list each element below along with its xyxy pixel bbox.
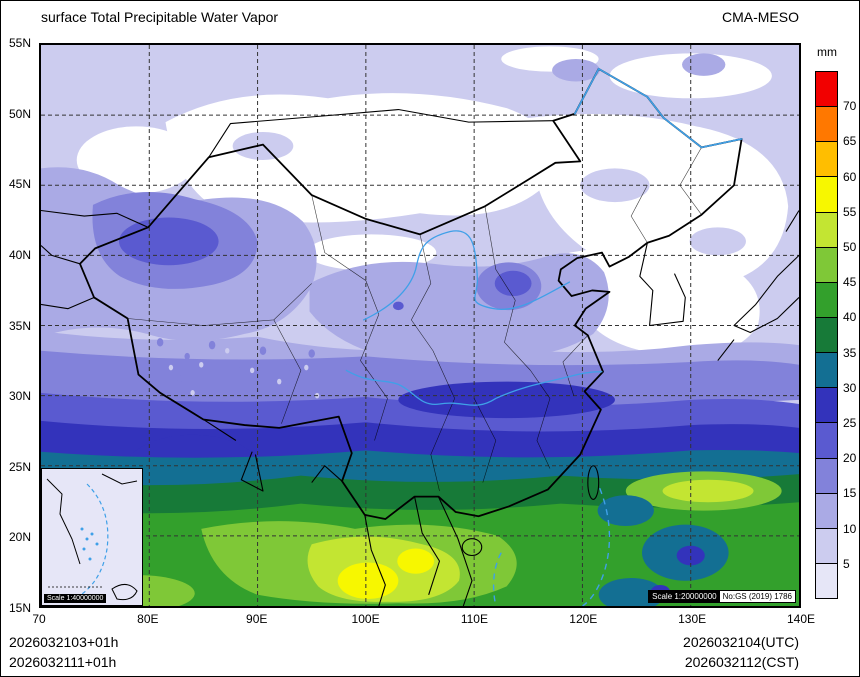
y-tick-label: 40N xyxy=(8,247,31,262)
hainan-island xyxy=(462,539,481,556)
map-gs-number: No:GS (2019) 1786 xyxy=(719,591,795,602)
init-time-line2: 2026032111+01h xyxy=(9,654,117,671)
x-axis-labels: 70 80E 90E 100E 110E 120E 130E 140E xyxy=(32,612,815,630)
colorbar-tick-label: 40 xyxy=(843,310,857,325)
korea-coast xyxy=(640,243,685,326)
inset-scale-label: Scale 1:40000000 xyxy=(44,594,107,603)
model-name: CMA-MESO xyxy=(722,9,799,25)
y-tick-label: 25N xyxy=(8,459,31,474)
y-tick-label: 45N xyxy=(8,177,31,192)
colorbar-segment xyxy=(816,387,837,423)
colorbar-segment xyxy=(816,492,837,528)
y-tick-label: 50N xyxy=(8,106,31,121)
x-tick-label: 90E xyxy=(246,612,268,626)
china-border xyxy=(80,69,742,519)
rivers xyxy=(346,69,741,606)
x-tick-label: 120E xyxy=(569,612,598,626)
colorbar-segment xyxy=(816,246,837,282)
colorbar-tick-label: 50 xyxy=(843,240,857,254)
plateau-speckles xyxy=(156,338,326,399)
colorbar-segment xyxy=(816,422,837,458)
colorbar-tick-label: 45 xyxy=(843,275,857,290)
map-scale-label: Scale 1:20000000 xyxy=(649,591,720,602)
colorbar-segment xyxy=(816,211,837,247)
colorbar-unit: mm xyxy=(817,45,837,59)
yangtze-river xyxy=(346,370,602,405)
colorbar-segment xyxy=(816,457,837,493)
valid-time-cst: 2026032112(CST) xyxy=(684,654,799,671)
x-tick-label: 110E xyxy=(460,612,488,626)
y-tick-label: 35N xyxy=(8,318,31,333)
colorbar-tick-label: 55 xyxy=(843,204,857,219)
colorbar-segment xyxy=(816,527,837,563)
y-tick-label: 55N xyxy=(8,36,31,50)
x-tick-label: 100E xyxy=(351,612,380,626)
colorbar-tick-label: 70 xyxy=(843,99,857,114)
colorbar-tick-label: 5 xyxy=(843,556,850,571)
colorbar-segment xyxy=(816,316,837,353)
y-axis-labels: 55N 50N 45N 40N 35N 30N 25N 20N 15N xyxy=(1,36,35,615)
init-time-line1: 2026032103+01h xyxy=(9,634,119,650)
pwv-map-svg xyxy=(41,45,799,606)
colorbar-segment xyxy=(816,176,837,212)
y-tick-label: 30N xyxy=(8,389,31,404)
country-borders xyxy=(41,69,799,606)
footer-right: 2026032104(UTC) 2026032112(CST) xyxy=(683,632,799,673)
colorbar-ticks: 70 65 60 55 50 45 40 35 30 25 20 15 10 5 xyxy=(843,71,859,599)
colorbar-segment xyxy=(816,281,837,317)
colorbar-segment xyxy=(816,562,837,599)
colorbar-segment xyxy=(816,141,837,177)
colorbar-bar xyxy=(815,71,838,599)
map-scale-note: Scale 1:20000000 No:GS (2019) 1786 xyxy=(648,590,796,603)
x-tick-label: 130E xyxy=(678,612,707,626)
map-panel: Scale 1:40000000 Scale 1:20000000 No:GS … xyxy=(39,43,801,608)
colorbar-tick-label: 20 xyxy=(843,451,857,466)
colorbar-tick-label: 35 xyxy=(843,345,857,360)
x-tick-label: 140E xyxy=(786,612,816,626)
colorbar-tick-label: 60 xyxy=(843,169,857,184)
y-tick-label: 20N xyxy=(8,530,31,545)
province-borders xyxy=(128,147,702,491)
central-asia-borders xyxy=(41,210,148,308)
x-tick-label: 80E xyxy=(137,612,159,626)
page-title: surface Total Precipitable Water Vapor xyxy=(41,9,279,25)
colorbar-tick-label: 25 xyxy=(843,416,857,430)
yellow-river xyxy=(364,231,570,320)
japan-coast xyxy=(718,210,799,360)
colorbar: mm 70 65 60 55 50 45 40 35 30 25 20 15 10 5 xyxy=(815,45,859,605)
colorbar-segment xyxy=(816,352,837,388)
colorbar-segment xyxy=(816,72,837,107)
footer-left: 2026032103+01h 2026032111+01h xyxy=(9,632,118,673)
mongolia-russia-border xyxy=(209,110,553,158)
y-tick-label: 15N xyxy=(8,601,31,615)
x-tick-label: 70 xyxy=(32,612,46,626)
amur-river xyxy=(575,69,742,148)
qinghai-lake xyxy=(392,301,404,311)
taiwan-island xyxy=(588,466,599,500)
inset-map: Scale 1:40000000 xyxy=(41,468,143,606)
valid-time-utc: 2026032104(UTC) xyxy=(683,634,799,650)
south-asia-borders xyxy=(160,393,472,606)
inset-svg xyxy=(42,469,142,605)
colorbar-tick-label: 30 xyxy=(843,380,857,395)
colorbar-tick-label: 10 xyxy=(843,521,857,536)
nine-dash-line xyxy=(494,488,610,606)
colorbar-tick-label: 15 xyxy=(843,486,857,501)
colorbar-segment xyxy=(816,106,837,142)
colorbar-tick-label: 65 xyxy=(843,134,857,149)
